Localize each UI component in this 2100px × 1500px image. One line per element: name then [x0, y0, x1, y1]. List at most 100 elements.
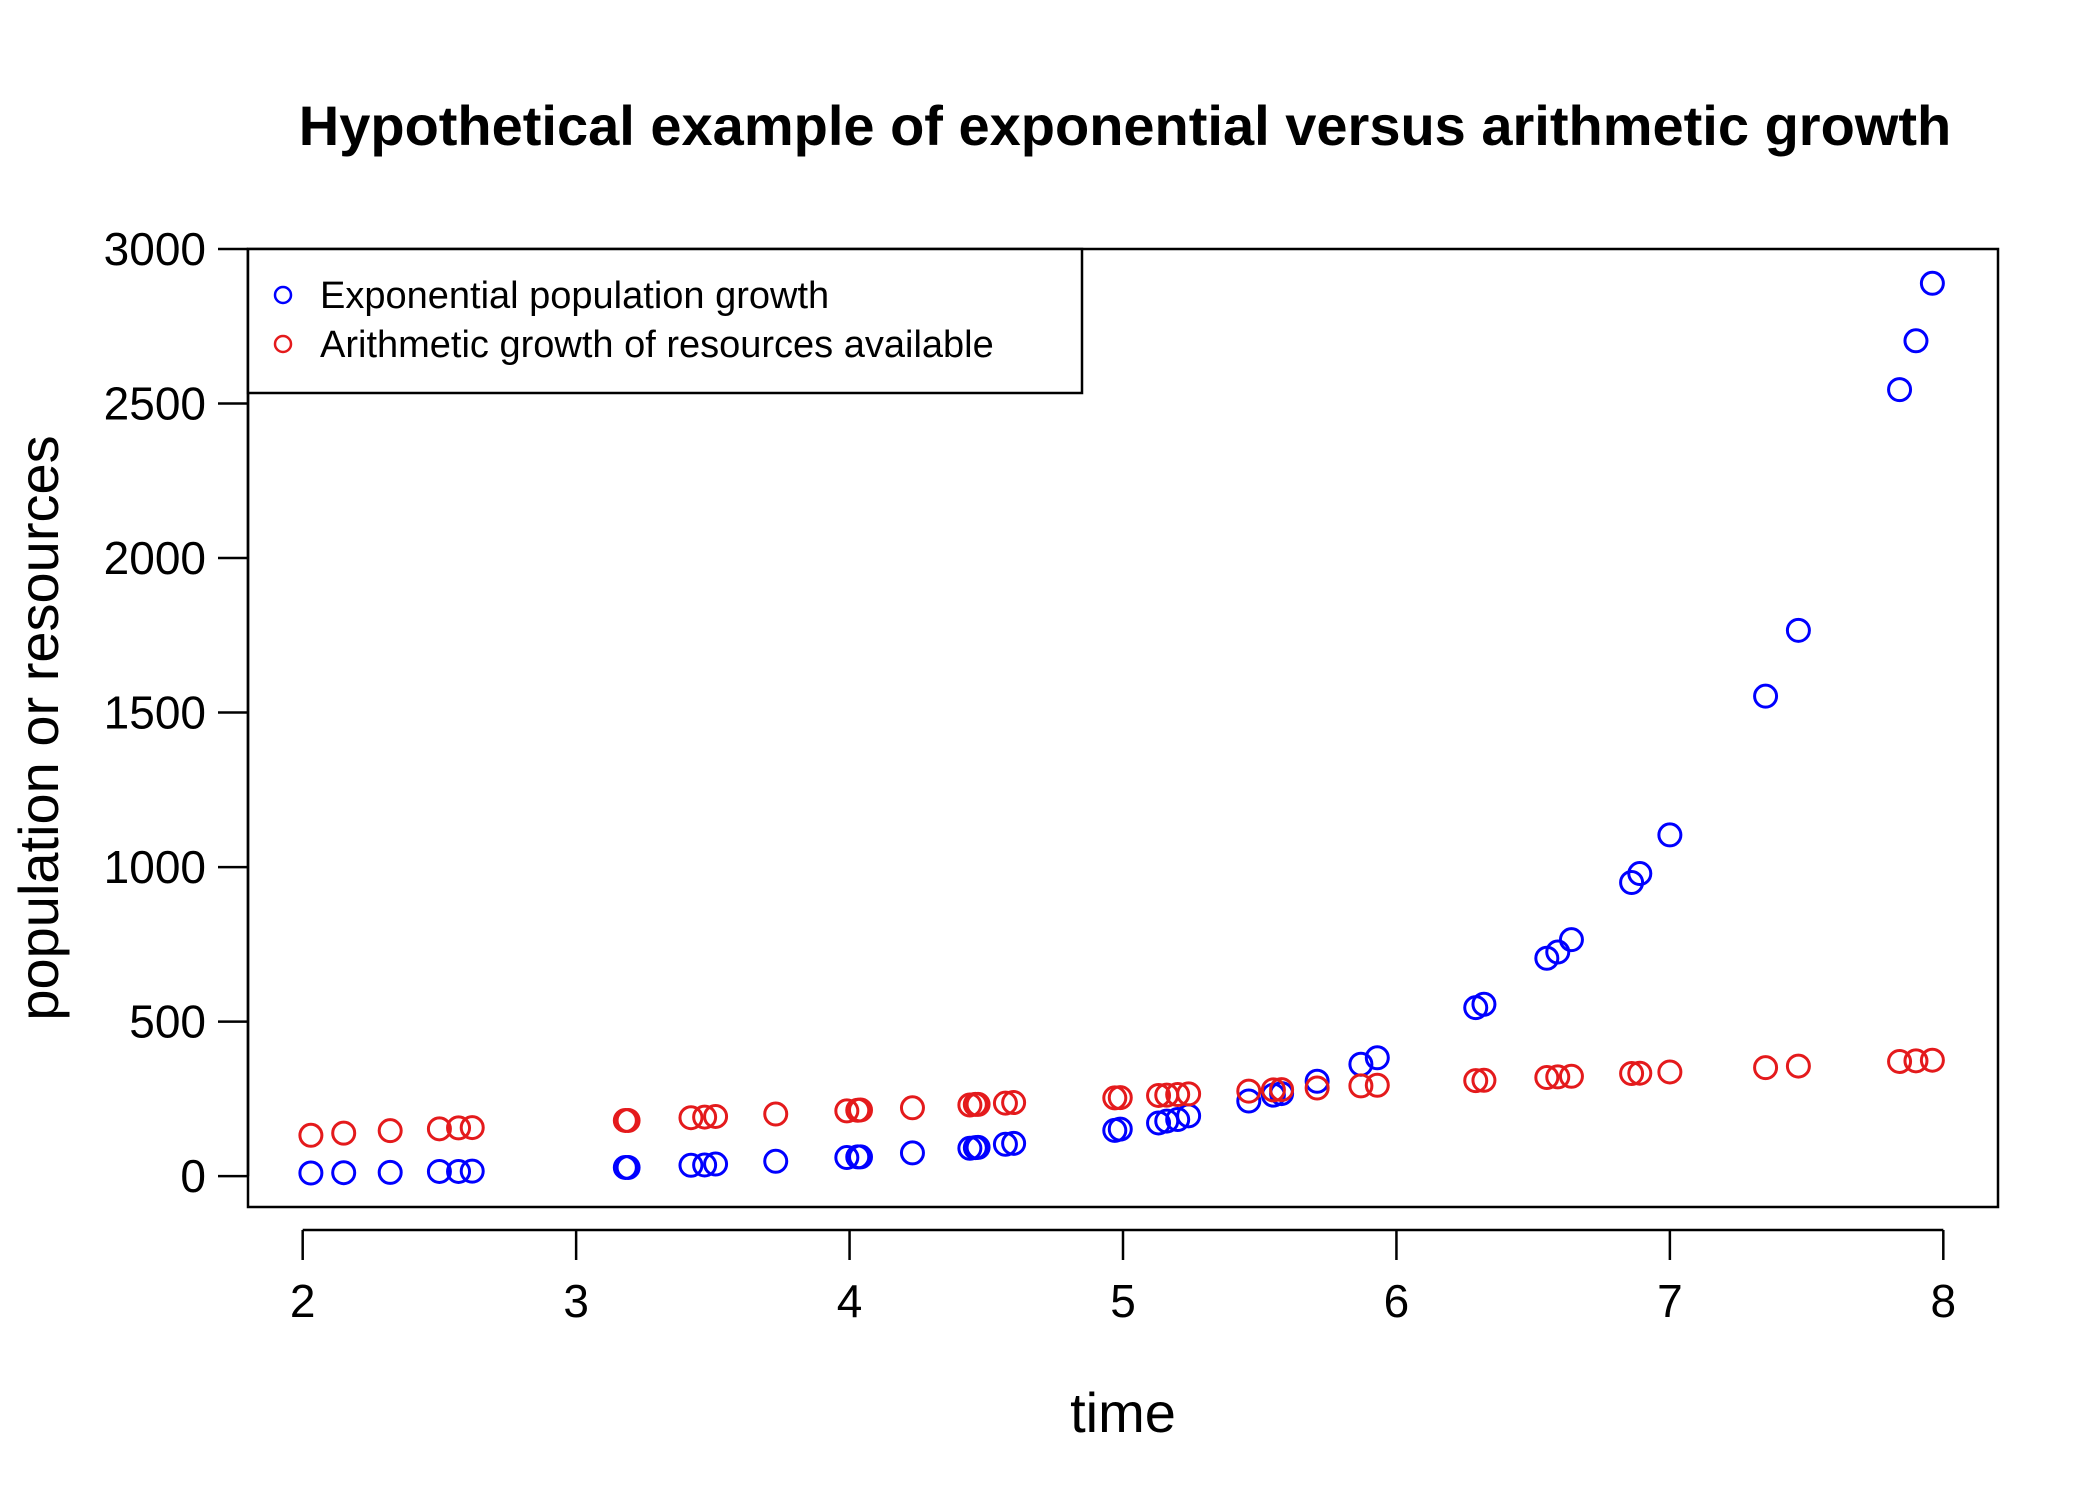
- x-tick-label: 4: [837, 1275, 863, 1327]
- exponential-point: [692, 1152, 718, 1178]
- x-tick-label: 7: [1657, 1275, 1683, 1327]
- arithmetic-point: [1534, 1065, 1560, 1091]
- arithmetic-point: [1919, 1047, 1945, 1073]
- arithmetic-point: [1001, 1090, 1027, 1116]
- arithmetic-point: [1887, 1048, 1913, 1074]
- exponential-point: [1165, 1107, 1191, 1133]
- arithmetic-point: [377, 1118, 403, 1144]
- x-tick-label: 6: [1384, 1275, 1410, 1327]
- y-axis: 0 500 1000 1500 2000 2500 3000: [104, 223, 250, 1202]
- legend-red-circle-icon: [273, 334, 293, 354]
- arithmetic-point: [1558, 1063, 1584, 1089]
- exponential-point: [965, 1134, 991, 1160]
- arithmetic-point: [1545, 1064, 1571, 1090]
- legend-blue-circle-icon: [273, 285, 293, 305]
- legend: Exponential population growth Arithmetic …: [246, 247, 1084, 395]
- exponential-point: [377, 1159, 403, 1185]
- exponential-point: [1785, 617, 1811, 643]
- arithmetic-point: [1146, 1082, 1172, 1108]
- x-tick-label: 3: [563, 1275, 589, 1327]
- exponential-point: [1001, 1130, 1027, 1156]
- exponential-point: [992, 1131, 1018, 1157]
- y-tick-label: 2000: [104, 532, 206, 584]
- exponential-point: [1619, 870, 1645, 896]
- chart-title: Hypothetical example of exponential vers…: [299, 94, 1951, 157]
- arithmetic-point: [1269, 1077, 1295, 1103]
- arithmetic-point: [834, 1098, 860, 1124]
- exponential-point: [1471, 991, 1497, 1017]
- exponential-point: [615, 1154, 641, 1180]
- exponential-point: [703, 1151, 729, 1177]
- arithmetic-point: [1304, 1075, 1330, 1101]
- arithmetic-point: [1348, 1073, 1374, 1099]
- x-axis: 2 3 4 5 6 7 8: [290, 1228, 1957, 1327]
- exponential-point: [1364, 1045, 1390, 1071]
- arithmetic-point: [459, 1115, 485, 1141]
- exponential-point: [1903, 328, 1929, 354]
- arithmetic-point: [899, 1095, 925, 1121]
- arithmetic-point: [965, 1091, 991, 1117]
- arithmetic-point: [848, 1097, 873, 1123]
- exponential-point: [763, 1148, 789, 1174]
- x-tick-label: 5: [1110, 1275, 1136, 1327]
- exponential-point: [1657, 822, 1683, 848]
- arithmetic-point: [1260, 1077, 1286, 1103]
- y-tick-label: 1500: [104, 687, 206, 739]
- exponential-point: [1919, 270, 1945, 296]
- y-tick-label: 0: [180, 1150, 206, 1202]
- arithmetic-point: [1463, 1068, 1489, 1094]
- y-tick-label: 500: [129, 996, 206, 1048]
- arithmetic-point: [703, 1103, 729, 1129]
- arithmetic-point: [1785, 1053, 1811, 1079]
- arithmetic-point: [426, 1116, 452, 1142]
- arithmetic-point: [1657, 1059, 1683, 1085]
- exponential-point: [426, 1158, 452, 1184]
- exponential-point: [331, 1160, 357, 1186]
- data-points: [298, 270, 1945, 1186]
- x-axis-label: time: [1070, 1381, 1176, 1444]
- exponential-point: [848, 1144, 873, 1170]
- exponential-point: [446, 1158, 472, 1184]
- legend-entry-label: Arithmetic growth of resources available: [320, 324, 994, 366]
- arithmetic-point: [331, 1120, 357, 1146]
- exponential-point: [1753, 683, 1779, 709]
- arithmetic-point: [1619, 1060, 1645, 1086]
- exponential-point: [459, 1158, 485, 1184]
- arithmetic-point: [1165, 1082, 1191, 1108]
- arithmetic-point: [298, 1122, 324, 1148]
- arithmetic-point: [992, 1090, 1018, 1116]
- exponential-point: [298, 1160, 324, 1186]
- exponential-point: [1236, 1088, 1262, 1114]
- exponential-point: [678, 1152, 704, 1178]
- arithmetic-point: [1903, 1048, 1929, 1074]
- exponential-point: [834, 1145, 860, 1171]
- arithmetic-point: [1627, 1060, 1653, 1086]
- arithmetic-point: [1471, 1067, 1497, 1093]
- arithmetic-point: [1176, 1081, 1202, 1107]
- arithmetic-point: [1107, 1085, 1133, 1111]
- y-tick-label: 1000: [104, 841, 206, 893]
- arithmetic-point: [615, 1107, 641, 1133]
- arithmetic-point: [678, 1105, 704, 1131]
- exponential-point: [1545, 939, 1571, 965]
- exponential-point: [899, 1140, 925, 1166]
- arithmetic-point: [692, 1104, 718, 1130]
- legend-entry-label: Exponential population growth: [320, 275, 829, 317]
- arithmetic-point: [1236, 1078, 1262, 1104]
- exponential-point: [1558, 927, 1584, 953]
- x-tick-label: 2: [290, 1275, 316, 1327]
- exponential-point: [1304, 1068, 1330, 1094]
- x-tick-label: 8: [1931, 1275, 1957, 1327]
- exponential-point: [1627, 861, 1653, 887]
- legend-box: [246, 247, 1084, 395]
- arithmetic-point: [446, 1115, 472, 1141]
- exponential-point: [1107, 1116, 1133, 1142]
- arithmetic-point: [1753, 1055, 1779, 1081]
- y-axis-label: population or resources: [7, 435, 70, 1020]
- y-tick-label: 3000: [104, 223, 206, 275]
- arithmetic-point: [763, 1101, 789, 1127]
- y-tick-label: 2500: [104, 378, 206, 430]
- arithmetic-point: [1364, 1072, 1390, 1098]
- exponential-point: [1887, 377, 1913, 403]
